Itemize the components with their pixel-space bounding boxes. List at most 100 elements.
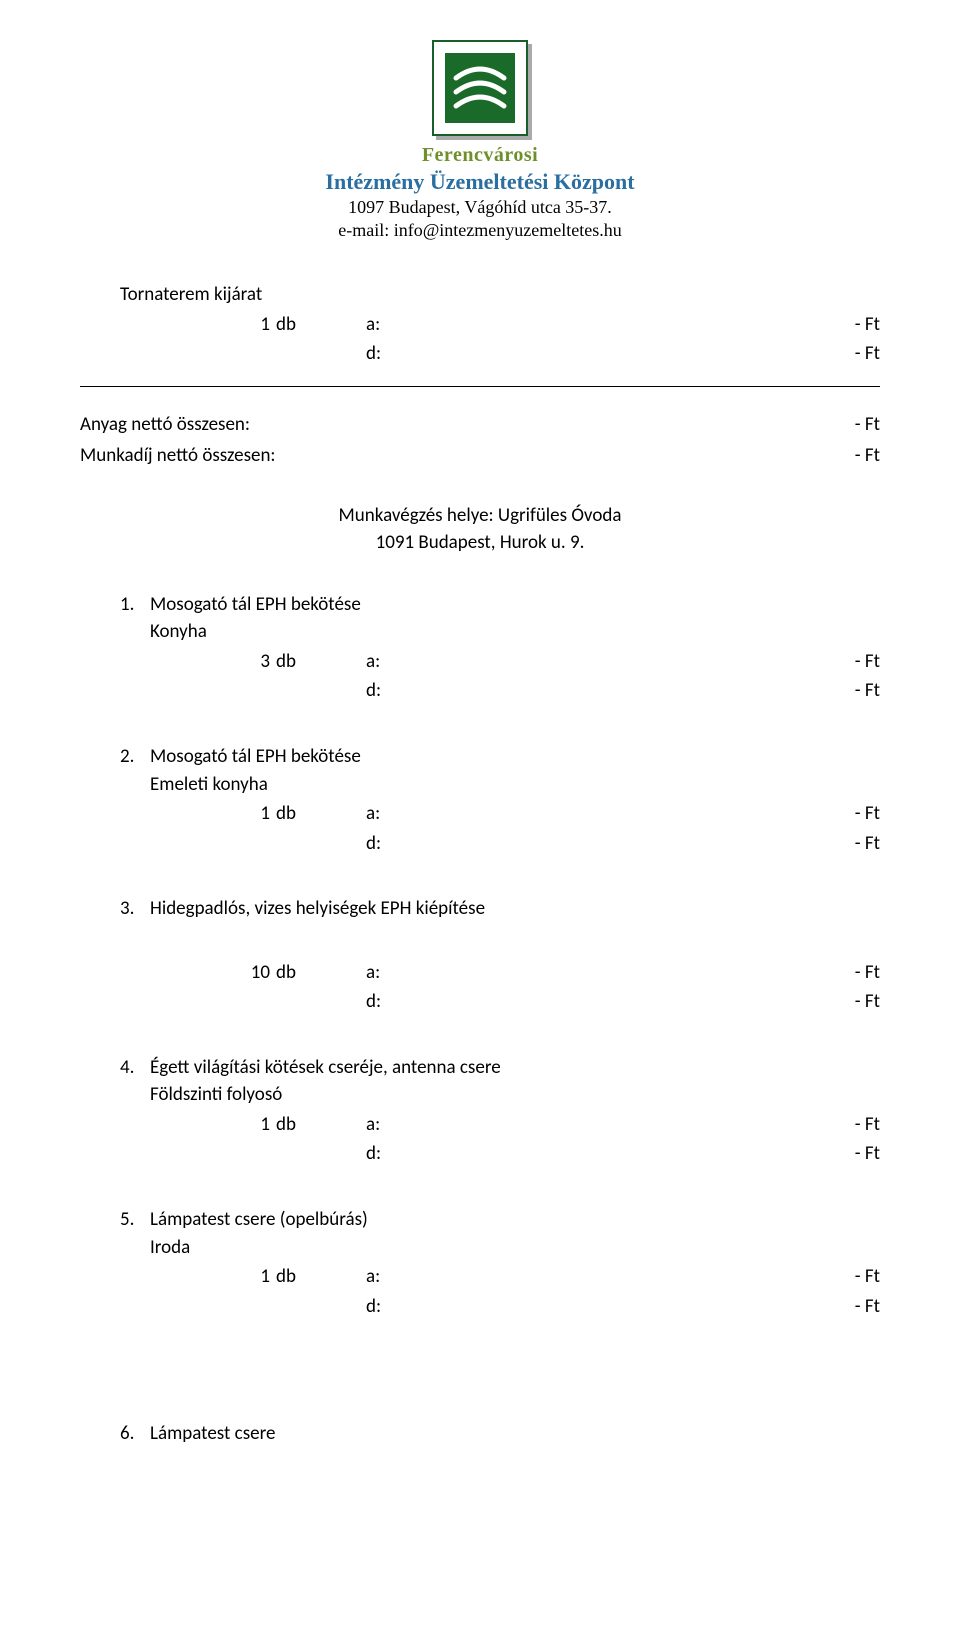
qty: 3	[210, 648, 276, 676]
label-a: a:	[366, 311, 566, 339]
item-4: 4.Égett világítási kötések cseréje, ante…	[80, 1054, 880, 1168]
item-6-title-text: Lámpatest csere	[150, 1422, 275, 1445]
item-5-title: 5.Lámpatest csere (opelbúrás)	[120, 1206, 880, 1234]
amount-a: - Ft	[790, 311, 880, 339]
divider	[80, 386, 880, 387]
label-d: d:	[366, 677, 566, 705]
label-a: a:	[366, 800, 566, 828]
item-4-row-d: d: - Ft	[80, 1140, 880, 1168]
totals: Anyag nettó összesen: - Ft Munkadíj nett…	[80, 411, 880, 470]
qty: 1	[210, 1111, 276, 1139]
item-3-row-a: 10 db a: - Ft	[80, 959, 880, 987]
amount-a: - Ft	[790, 1111, 880, 1139]
item-6: 6.Lámpatest csere	[80, 1420, 880, 1448]
item-1-sub: Konyha	[150, 618, 880, 646]
qty: 1	[210, 311, 276, 339]
unit: db	[276, 1263, 366, 1291]
totals-anyag: Anyag nettó összesen: - Ft	[80, 411, 880, 439]
page: Ferencvárosi Intézmény Üzemeltetési Közp…	[0, 0, 960, 1649]
amount-a: - Ft	[790, 1263, 880, 1291]
item-5-sub: Iroda	[150, 1234, 880, 1262]
unit: db	[276, 1111, 366, 1139]
item-2-row-a: 1 db a: - Ft	[80, 800, 880, 828]
first-item-row-a: 1 db a: - Ft	[80, 311, 880, 339]
item-2-sub: Emeleti konyha	[150, 771, 880, 799]
letterhead-line1: Ferencvárosi	[80, 144, 880, 167]
munkadij-value: - Ft	[790, 442, 880, 470]
item-2: 2.Mosogató tál EPH bekötése Emeleti kony…	[80, 743, 880, 857]
item-4-num: 4.	[120, 1054, 150, 1082]
item-6-num: 6.	[120, 1420, 150, 1448]
item-4-row-a: 1 db a: - Ft	[80, 1111, 880, 1139]
logo-icon	[432, 40, 528, 136]
unit: db	[276, 959, 366, 987]
unit: db	[276, 648, 366, 676]
label-d: d:	[366, 988, 566, 1016]
item-5-row-d: d: - Ft	[80, 1293, 880, 1321]
first-item-row-d: d: - Ft	[80, 340, 880, 368]
item-5: 5.Lámpatest csere (opelbúrás) Iroda 1 db…	[80, 1206, 880, 1320]
qty: 1	[210, 800, 276, 828]
amount-d: - Ft	[790, 988, 880, 1016]
first-item-title: Tornaterem kijárat	[120, 281, 880, 309]
amount-d: - Ft	[790, 1140, 880, 1168]
label-a: a:	[366, 959, 566, 987]
label-a: a:	[366, 1263, 566, 1291]
amount-d: - Ft	[790, 1293, 880, 1321]
item-3-title-text: Hidegpadlós, vizes helyiségek EPH kiépít…	[150, 897, 485, 920]
item-1-title: 1.Mosogató tál EPH bekötése	[120, 591, 880, 619]
label-d: d:	[366, 830, 566, 858]
letterhead-line4: e-mail: info@intezmenyuzemeltetes.hu	[80, 220, 880, 241]
letterhead-line3: 1097 Budapest, Vágóhíd utca 35-37.	[80, 197, 880, 218]
item-1: 1.Mosogató tál EPH bekötése Konyha 3 db …	[80, 591, 880, 705]
unit: db	[276, 311, 366, 339]
document-body: Tornaterem kijárat 1 db a: - Ft d: - Ft	[80, 281, 880, 1448]
item-5-num: 5.	[120, 1206, 150, 1234]
item-4-title: 4.Égett világítási kötések cseréje, ante…	[120, 1054, 880, 1082]
amount-d: - Ft	[790, 340, 880, 368]
amount-d: - Ft	[790, 830, 880, 858]
logo-svg	[450, 58, 510, 118]
item-2-title: 2.Mosogató tál EPH bekötése	[120, 743, 880, 771]
item-2-row-d: d: - Ft	[80, 830, 880, 858]
item-3-row-d: d: - Ft	[80, 988, 880, 1016]
label-a: a:	[366, 648, 566, 676]
item-1-num: 1.	[120, 591, 150, 619]
logo-wrap	[80, 40, 880, 136]
item-3-num: 3.	[120, 895, 150, 923]
label-d: d:	[366, 1293, 566, 1321]
munkadij-label: Munkadíj nettó összesen:	[80, 442, 790, 470]
totals-munkadij: Munkadíj nettó összesen: - Ft	[80, 442, 880, 470]
workplace-line1: Munkavégzés helye: Ugrifüles Óvoda	[80, 502, 880, 530]
letterhead-line2: Intézmény Üzemeltetési Központ	[80, 169, 880, 195]
item-4-title-text: Égett világítási kötések cseréje, antenn…	[150, 1056, 501, 1079]
item-3-title: 3.Hidegpadlós, vizes helyiségek EPH kiép…	[120, 895, 880, 923]
item-3: 3.Hidegpadlós, vizes helyiségek EPH kiép…	[80, 895, 880, 1016]
anyag-label: Anyag nettó összesen:	[80, 411, 790, 439]
label-d: d:	[366, 340, 566, 368]
logo-inner	[445, 53, 515, 123]
item-5-row-a: 1 db a: - Ft	[80, 1263, 880, 1291]
amount-d: - Ft	[790, 677, 880, 705]
item-1-title-text: Mosogató tál EPH bekötése	[150, 593, 361, 616]
item-4-sub: Földszinti folyosó	[150, 1081, 880, 1109]
workplace-line2: 1091 Budapest, Hurok u. 9.	[80, 529, 880, 557]
qty: 1	[210, 1263, 276, 1291]
item-1-row-a: 3 db a: - Ft	[80, 648, 880, 676]
amount-a: - Ft	[790, 959, 880, 987]
item-6-title: 6.Lámpatest csere	[120, 1420, 880, 1448]
workplace: Munkavégzés helye: Ugrifüles Óvoda 1091 …	[80, 502, 880, 557]
item-1-row-d: d: - Ft	[80, 677, 880, 705]
label-d: d:	[366, 1140, 566, 1168]
amount-a: - Ft	[790, 648, 880, 676]
first-item: Tornaterem kijárat 1 db a: - Ft d: - Ft	[80, 281, 880, 368]
qty: 10	[210, 959, 276, 987]
unit: db	[276, 800, 366, 828]
anyag-value: - Ft	[790, 411, 880, 439]
item-5-title-text: Lámpatest csere (opelbúrás)	[150, 1208, 368, 1231]
amount-a: - Ft	[790, 800, 880, 828]
item-2-title-text: Mosogató tál EPH bekötése	[150, 745, 361, 768]
letterhead: Ferencvárosi Intézmény Üzemeltetési Közp…	[80, 40, 880, 241]
label-a: a:	[366, 1111, 566, 1139]
item-2-num: 2.	[120, 743, 150, 771]
